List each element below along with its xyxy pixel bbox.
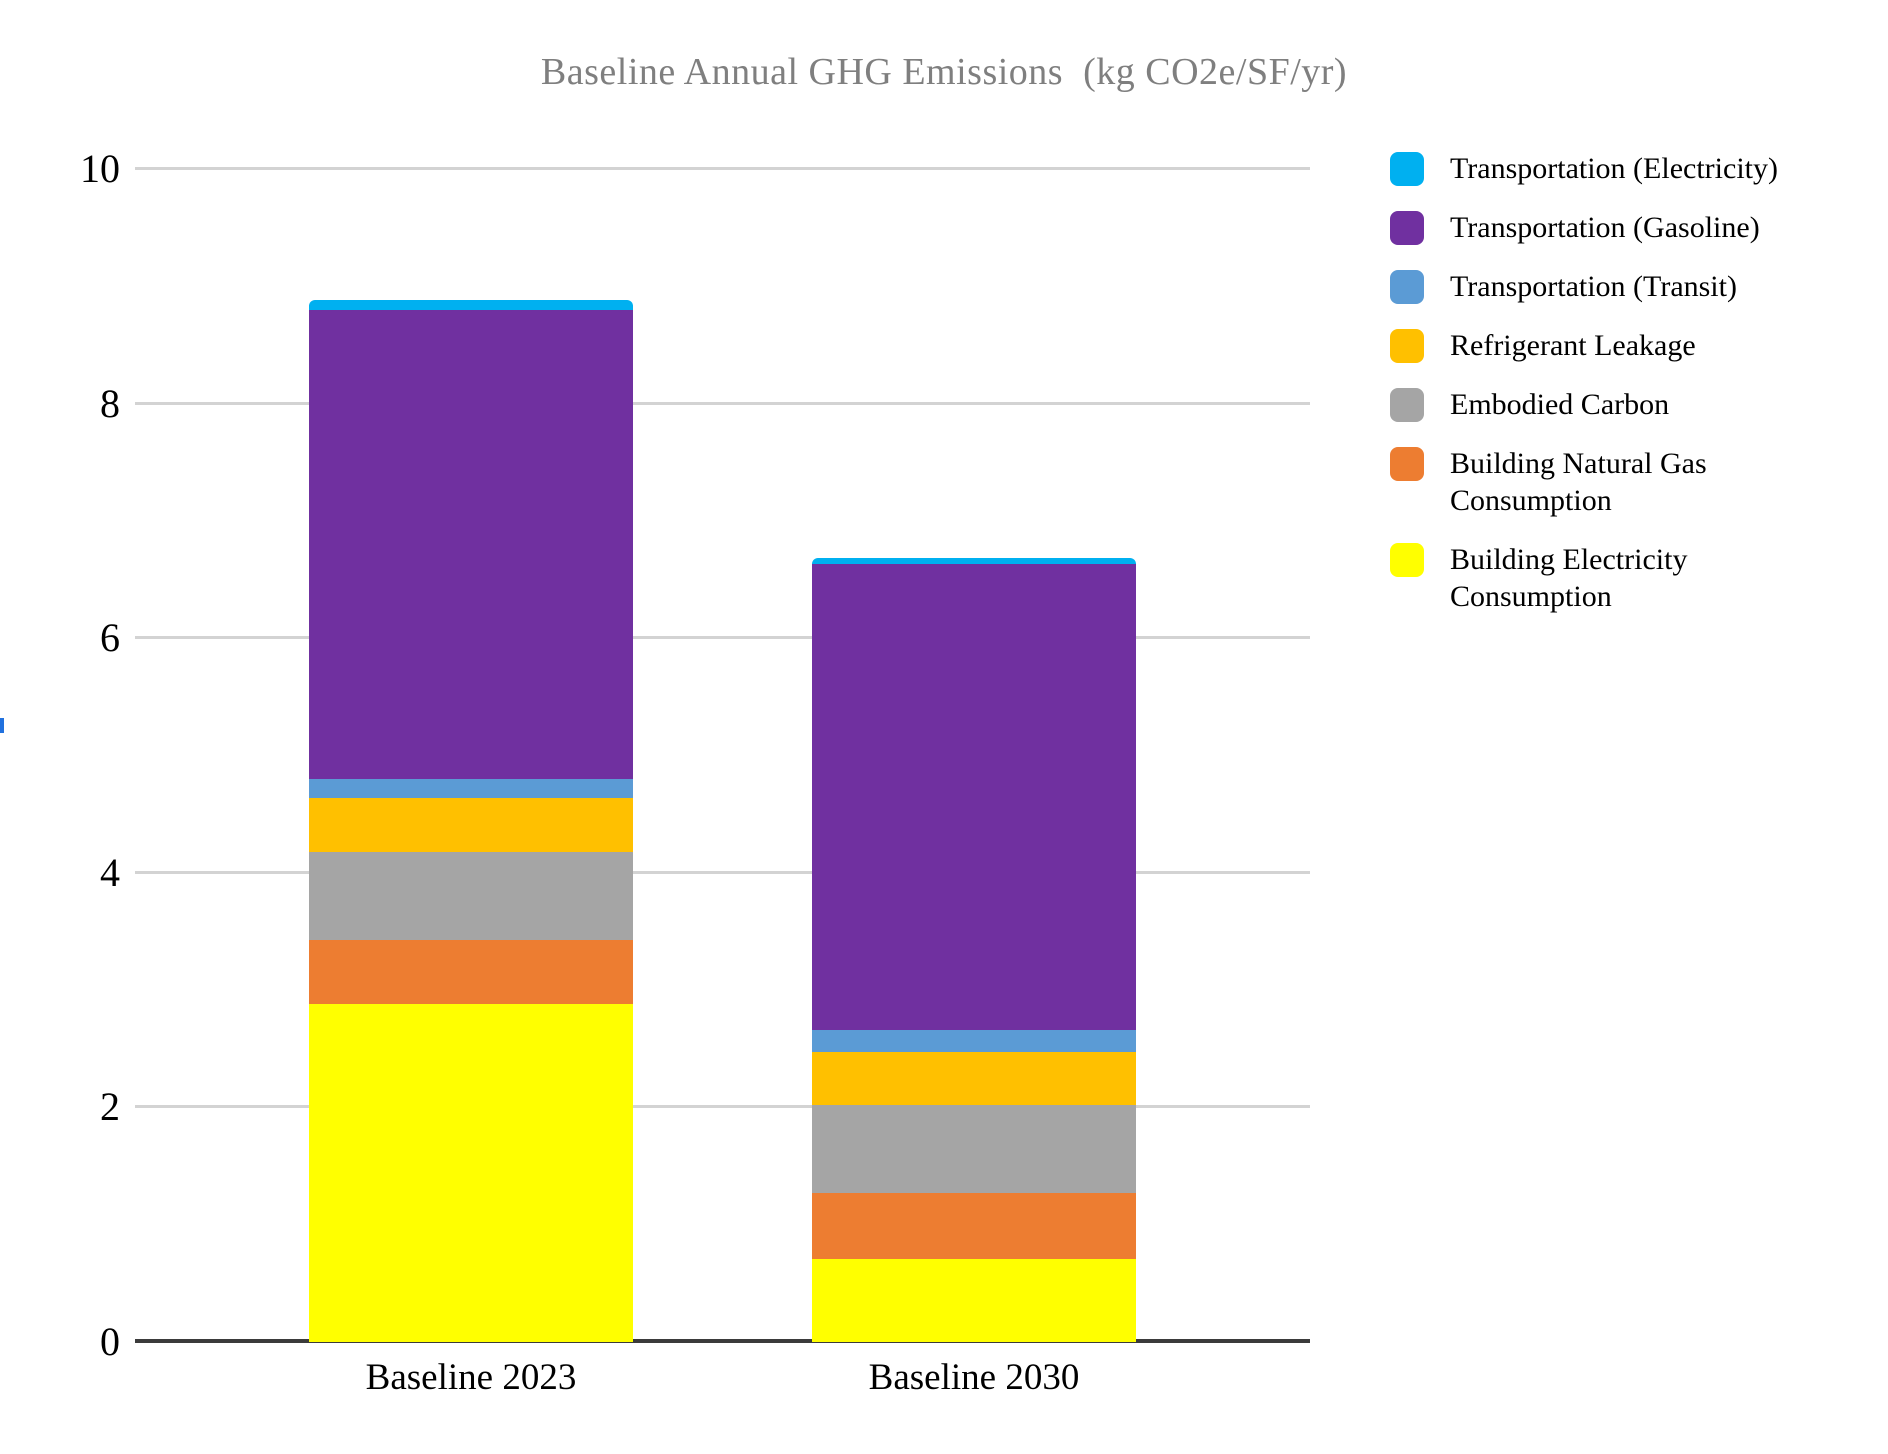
chart-title: Baseline Annual GHG Emissions (kg CO2e/S… (540, 51, 1348, 93)
legend-label: Building Electricity Consumption (1450, 543, 1688, 613)
bar-segment-building-electricity-consumption (812, 1258, 1136, 1342)
y-tick-label-4: 4 (100, 849, 120, 895)
gridline-6 (135, 636, 1310, 640)
bar-segment-embodied-carbon (309, 851, 633, 940)
legend-label: Embodied Carbon (1450, 388, 1670, 421)
gridline-10 (135, 167, 1310, 170)
y-tick-label-6: 6 (100, 615, 120, 661)
bar-baseline-2023 (309, 300, 633, 1342)
y-tick-label-8: 8 (100, 380, 120, 426)
x-category-label-2: Baseline 2030 (868, 1357, 1080, 1398)
legend-label: Transportation (Electricity) (1450, 152, 1778, 185)
bar-segment-transportation-electricity (812, 558, 1136, 565)
legend-swatch-icon (1390, 543, 1424, 577)
bar-segment-building-natural-gas-consumption (812, 1193, 1136, 1259)
gridline-8 (135, 401, 1310, 405)
bar-segment-refrigerant-leakage (309, 797, 633, 852)
y-tick-label-10: 10 (80, 146, 120, 191)
bar-segment-building-electricity-consumption (309, 1004, 633, 1342)
clipped-y-axis-title-mark (0, 718, 4, 733)
legend-label: Building Natural Gas Consumption (1450, 447, 1707, 517)
legend-swatch-icon (1390, 329, 1424, 363)
bar-segment-building-natural-gas-consumption (309, 939, 633, 1005)
legend-item: Transportation (Transit) (1390, 268, 1840, 305)
legend: Transportation (Electricity) Transportati… (1390, 150, 1840, 615)
legend-label: Transportation (Gasoline) (1450, 211, 1760, 244)
bar-segment-transportation-gasoline (812, 564, 1136, 1030)
legend-swatch-icon (1390, 270, 1424, 304)
legend-swatch-icon (1390, 447, 1424, 481)
bar-segment-transportation-transit (812, 1029, 1136, 1053)
legend-item: Transportation (Electricity) (1390, 150, 1840, 187)
legend-swatch-icon (1390, 388, 1424, 422)
y-tick-label-0: 0 (100, 1319, 120, 1364)
gridline-2 (135, 1105, 1310, 1109)
y-tick-label-2: 2 (100, 1084, 120, 1130)
legend-item: Refrigerant Leakage (1390, 327, 1840, 364)
legend-swatch-icon (1390, 211, 1424, 245)
bar-segment-transportation-transit (309, 778, 633, 798)
bar-baseline-2030 (812, 558, 1136, 1342)
bar-segment-embodied-carbon (812, 1105, 1136, 1194)
legend-item: Transportation (Gasoline) (1390, 209, 1840, 246)
legend-item: Building Electricity Consumption (1390, 541, 1840, 615)
legend-item: Embodied Carbon (1390, 386, 1840, 423)
x-axis-line (135, 1339, 1310, 1343)
legend-item: Building Natural Gas Consumption (1390, 445, 1840, 519)
legend-label: Refrigerant Leakage (1450, 329, 1696, 362)
legend-label: Transportation (Transit) (1450, 270, 1737, 303)
bar-segment-transportation-electricity (309, 300, 633, 310)
bar-segment-transportation-gasoline (309, 309, 633, 779)
x-category-label-1: Baseline 2023 (365, 1357, 577, 1398)
gridline-4 (135, 870, 1310, 874)
bar-segment-refrigerant-leakage (812, 1052, 1136, 1106)
legend-swatch-icon (1390, 152, 1424, 186)
